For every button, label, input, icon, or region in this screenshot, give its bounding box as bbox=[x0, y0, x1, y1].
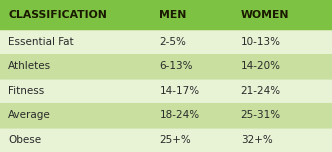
Text: 21-24%: 21-24% bbox=[241, 86, 281, 96]
Text: 14-20%: 14-20% bbox=[241, 61, 281, 71]
Text: Average: Average bbox=[8, 110, 51, 120]
Text: 6-13%: 6-13% bbox=[159, 61, 193, 71]
Text: 25+%: 25+% bbox=[159, 135, 191, 145]
Text: CLASSIFICATION: CLASSIFICATION bbox=[8, 10, 107, 20]
Bar bbox=[0, 79, 332, 103]
Bar bbox=[0, 0, 332, 30]
Text: 10-13%: 10-13% bbox=[241, 37, 281, 47]
Text: Athletes: Athletes bbox=[8, 61, 51, 71]
Bar bbox=[0, 54, 332, 79]
Text: WOMEN: WOMEN bbox=[241, 10, 289, 20]
Text: Essential Fat: Essential Fat bbox=[8, 37, 74, 47]
Bar bbox=[0, 103, 332, 128]
Bar bbox=[0, 30, 332, 54]
Text: Fitness: Fitness bbox=[8, 86, 44, 96]
Text: 2-5%: 2-5% bbox=[159, 37, 186, 47]
Text: MEN: MEN bbox=[159, 10, 187, 20]
Text: 32+%: 32+% bbox=[241, 135, 273, 145]
Text: 14-17%: 14-17% bbox=[159, 86, 200, 96]
Text: Obese: Obese bbox=[8, 135, 42, 145]
Bar bbox=[0, 128, 332, 152]
Text: 25-31%: 25-31% bbox=[241, 110, 281, 120]
Text: 18-24%: 18-24% bbox=[159, 110, 200, 120]
